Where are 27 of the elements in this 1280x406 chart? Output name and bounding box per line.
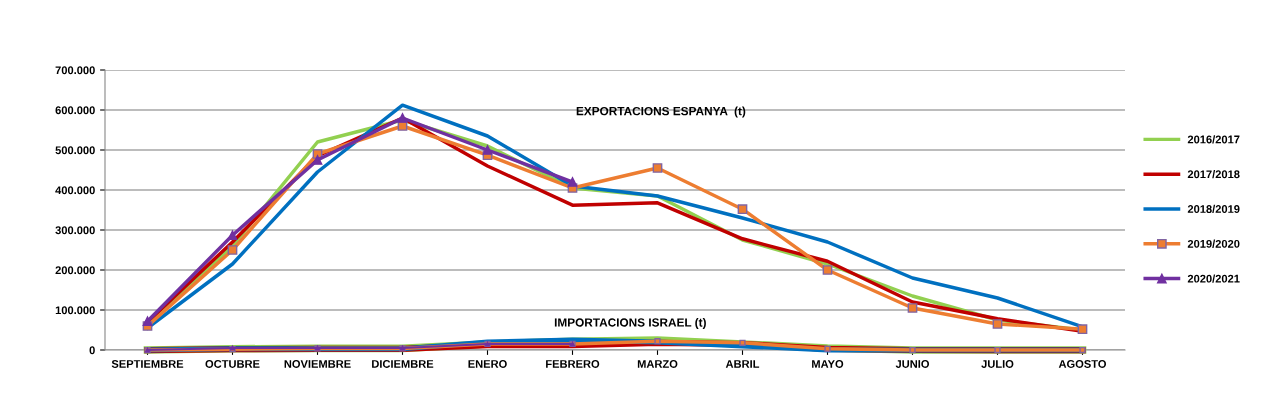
x-tick-label: NOVIEMBRE [284, 360, 351, 368]
x-tick-label: MAYO [812, 360, 844, 368]
legend-label: 2018/2019 [1187, 204, 1240, 214]
legend-label: 2016/2017 [1187, 135, 1240, 144]
y-tick-label: 100.000 [55, 306, 95, 315]
x-tick-label: DICIEMBRE [372, 360, 434, 368]
legend-label: 2019/2020 [1187, 239, 1240, 248]
legend-label: 2020/2021 [1187, 274, 1240, 283]
x-tick-label: ABRIL [725, 360, 760, 368]
x-tick-label: OCTUBRE [205, 360, 260, 368]
annotation: IMPORTACIONS ISRAEL (t) [554, 317, 706, 329]
x-tick-label: SEPTIEMBRE [111, 360, 184, 368]
x-tick-label: JULIO [981, 360, 1014, 368]
y-tick-label: 400.000 [55, 186, 95, 195]
y-tick-label: 200.000 [55, 266, 95, 275]
x-tick-label: FEBRERO [546, 360, 600, 368]
x-tick-label: MARZO [637, 360, 678, 368]
x-tick-label: JUNIO [895, 360, 930, 368]
x-tick-label: AGOSTO [1058, 360, 1107, 368]
y-tick-label: 700.000 [55, 66, 95, 75]
legend-label: 2017/2018 [1187, 170, 1240, 179]
y-tick-label: 300.000 [55, 226, 95, 235]
x-tick-label: ENERO [468, 360, 507, 368]
y-tick-label: 500.000 [55, 146, 95, 155]
y-tick-label: 0 [89, 346, 95, 355]
y-tick-label: 600.000 [55, 106, 95, 115]
annotation: EXPORTACIONS ESPANYA (t) [576, 106, 746, 118]
